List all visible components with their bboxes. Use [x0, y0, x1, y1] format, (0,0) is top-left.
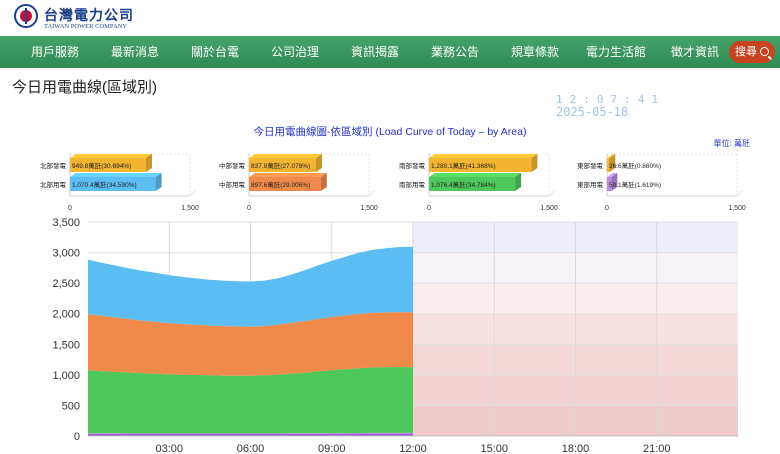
- search-icon: [760, 47, 769, 56]
- area-series-south: [88, 367, 413, 434]
- bar-top-face: [607, 173, 618, 177]
- search-label: 搜尋: [735, 46, 757, 58]
- bar-data-label: 949.8萬瓩(30.694%): [72, 161, 131, 170]
- nav-item-announcements[interactable]: 業務公告: [431, 45, 480, 59]
- clock-display: 12:07:41: [556, 93, 665, 106]
- y-tick-label: 1,000: [52, 370, 80, 382]
- bar-generation: [249, 158, 317, 172]
- main-nav: 用戶服務 最新消息 關於台電 公司治理 資訊揭露 業務公告 規章條款 電力生活館…: [0, 36, 780, 68]
- bar-top-face: [429, 173, 522, 177]
- nav-item-power-life[interactable]: 電力生活館: [586, 45, 647, 59]
- y-tick-label: 1,500: [52, 339, 80, 351]
- bar-data-label: 26.6萬瓩(0.860%): [609, 161, 661, 170]
- brand-name-cn: 台灣電力公司: [44, 8, 134, 24]
- bar-category-label: 中部發電: [219, 161, 246, 170]
- bar-category-label: 北部用電: [40, 180, 67, 189]
- bar-consumption: [429, 177, 516, 191]
- bar-side-face: [611, 173, 618, 191]
- bar-grid-line: [368, 189, 376, 197]
- bar-tick-label: 0: [68, 205, 72, 212]
- bar-generation: [607, 158, 610, 172]
- y-tick-label: 3,000: [52, 248, 80, 260]
- bar-side-face: [316, 154, 323, 172]
- bar-tick-label: 0: [247, 205, 251, 212]
- nav-item-disclosure[interactable]: 資訊揭露: [351, 45, 400, 59]
- bar-category-label: 東部發電: [577, 161, 604, 170]
- bar-consumption: [70, 177, 156, 191]
- unit-label: 單位: 萬瓩: [713, 139, 750, 148]
- bar-tick-label: 1,500: [360, 205, 378, 212]
- bar-consumption: [249, 177, 321, 191]
- bar-top-face: [70, 173, 162, 177]
- region-bars-3: 南部發電 1,280.1萬瓩(41.368%) 南部用電 1,076.4萬瓩(34.7…: [399, 153, 558, 212]
- bar-grid-line: [189, 189, 197, 197]
- bar-data-label: 1,280.1萬瓩(41.368%): [431, 161, 496, 170]
- x-tick-label: 21:00: [643, 443, 671, 454]
- x-tick-label: 15:00: [480, 443, 508, 454]
- taipower-logo[interactable]: 台灣電力公司 TAIWAN POWER COMPANY: [14, 4, 154, 32]
- bar-side-face: [609, 154, 616, 172]
- nav-item-about[interactable]: 關於台電: [191, 45, 240, 59]
- bar-side-face: [145, 154, 152, 172]
- bar-generation: [70, 158, 146, 172]
- y-tick-label: 0: [74, 431, 80, 443]
- bar-tick-label: 0: [605, 205, 609, 212]
- regional-bar-charts: 北部發電 949.8萬瓩(30.694%) 北部用電 1,070.4萬瓩(34.590…: [40, 153, 746, 212]
- x-tick-label: 06:00: [237, 443, 265, 454]
- site-header: 台灣電力公司 TAIWAN POWER COMPANY: [0, 0, 780, 36]
- bar-data-label: 897.6萬瓩(29.006%): [251, 180, 310, 189]
- nav-item-governance[interactable]: 公司治理: [271, 45, 320, 59]
- bar-category-label: 南部用電: [399, 180, 426, 189]
- bar-consumption: [607, 177, 612, 191]
- load-curve-chart: 0 500 1,000 1,500 2,000 2,500 3,000 3,500 03:00 0…: [52, 217, 738, 454]
- bar-category-label: 東部用電: [577, 180, 604, 189]
- nav-item-news[interactable]: 最新消息: [111, 45, 160, 59]
- bar-side-face: [531, 154, 538, 172]
- x-tick-label: 03:00: [155, 443, 183, 454]
- nav-item-regulations[interactable]: 規章條款: [511, 45, 560, 59]
- nav-item-careers[interactable]: 徵才資訊: [671, 45, 720, 59]
- bar-generation: [429, 158, 532, 172]
- bar-top-face: [249, 154, 323, 158]
- bar-category-label: 南部發電: [399, 161, 426, 170]
- region-bars-2: 中部發電 837.9萬瓩(27.078%) 中部用電 897.6萬瓩(29.006%)…: [219, 153, 378, 212]
- brand-name-en: TAIWAN POWER COMPANY: [44, 23, 128, 30]
- region-bars-4: 東部發電 26.6萬瓩(0.860%) 東部用電 50.1萬瓩(1.619%) 0 1,5…: [577, 153, 746, 212]
- bar-data-label: 50.1萬瓩(1.619%): [609, 180, 661, 189]
- taipower-emblem-icon: [14, 4, 38, 28]
- bar-top-face: [607, 154, 616, 158]
- x-tick-label: 09:00: [318, 443, 346, 454]
- bar-top-face: [429, 154, 538, 158]
- region-bars-1: 北部發電 949.8萬瓩(30.694%) 北部用電 1,070.4萬瓩(34.590…: [40, 153, 199, 212]
- bar-category-label: 中部用電: [219, 180, 246, 189]
- bar-tick-label: 1,500: [540, 205, 558, 212]
- y-tick-label: 500: [62, 400, 80, 412]
- bar-data-label: 1,076.4萬瓩(34.784%): [431, 180, 496, 189]
- bar-category-label: 北部發電: [40, 161, 67, 170]
- y-tick-label: 2,500: [52, 278, 80, 290]
- nav-item-customer-service[interactable]: 用戶服務: [31, 45, 80, 59]
- area-series-north: [88, 246, 413, 327]
- bar-tick-label: 1,500: [728, 205, 746, 212]
- y-tick-label: 3,500: [52, 217, 80, 229]
- bar-side-face: [515, 173, 522, 191]
- y-tick-label: 2,000: [52, 309, 80, 321]
- page-title: 今日用電曲線(區域別): [12, 79, 157, 96]
- bar-data-label: 1,070.4萬瓩(34.590%): [72, 180, 137, 189]
- search-button[interactable]: 搜尋: [729, 41, 775, 63]
- x-tick-label: 12:00: [399, 443, 427, 454]
- bar-tick-label: 1,500: [181, 205, 199, 212]
- bar-side-face: [320, 173, 327, 191]
- date-display: 2025-05-18: [556, 105, 629, 119]
- bar-top-face: [249, 173, 327, 177]
- bar-data-label: 837.9萬瓩(27.078%): [251, 161, 310, 170]
- bar-grid-line: [548, 189, 556, 197]
- area-series-central: [88, 312, 413, 376]
- bar-grid-line: [736, 189, 744, 197]
- bar-side-face: [155, 173, 162, 191]
- bar-tick-label: 0: [427, 205, 431, 212]
- chart-title: 今日用電曲線圖-依區域別 (Load Curve of Today – by A…: [253, 126, 527, 138]
- x-tick-label: 18:00: [562, 443, 590, 454]
- bar-top-face: [70, 154, 152, 158]
